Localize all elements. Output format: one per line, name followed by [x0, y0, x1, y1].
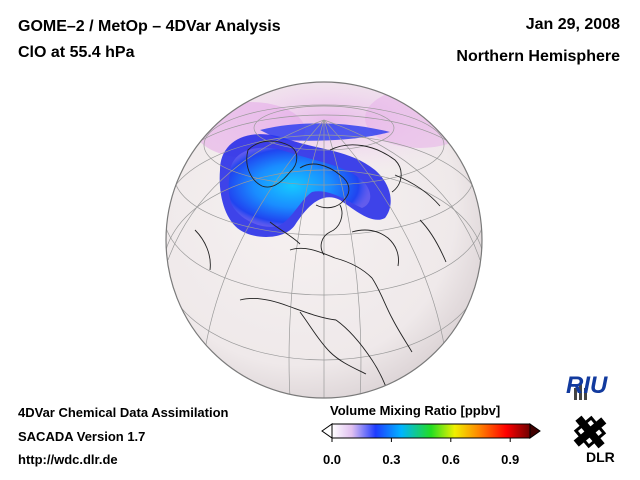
graticule — [166, 104, 482, 398]
footer-url[interactable]: http://wdc.dlr.de — [18, 452, 118, 467]
colorbar-tick-label: 0.9 — [501, 452, 520, 467]
dlr-logo: DLR — [586, 449, 615, 465]
riu-logo: RIU — [566, 372, 608, 399]
footer-line-2: SACADA Version 1.7 — [18, 429, 146, 444]
colorbar-title: Volume Mixing Ratio [ppbv] — [330, 403, 501, 418]
colorbar-high-arrow — [529, 423, 541, 439]
globe-outline — [165, 81, 483, 399]
map-subtitle: ClO at 55.4 hPa — [18, 44, 135, 61]
colorbar-tick-label: 0.3 — [382, 452, 401, 467]
colorbar-tick-label: 0.6 — [441, 452, 460, 467]
dlr-logo-mark — [573, 415, 607, 449]
map-title: GOME–2 / MetOp – 4DVar Analysis — [18, 18, 281, 35]
footer-line-1: 4DVar Chemical Data Assimilation — [18, 405, 229, 420]
colorbar — [321, 423, 541, 442]
map-region: Northern Hemisphere — [456, 48, 620, 65]
riu-logo-mark — [574, 384, 587, 400]
colorbar-gradient — [331, 423, 531, 439]
colorbar-tick-label: 0.0 — [322, 452, 342, 467]
map-date: Jan 29, 2008 — [525, 16, 620, 33]
colorbar-low-arrow — [321, 423, 333, 439]
